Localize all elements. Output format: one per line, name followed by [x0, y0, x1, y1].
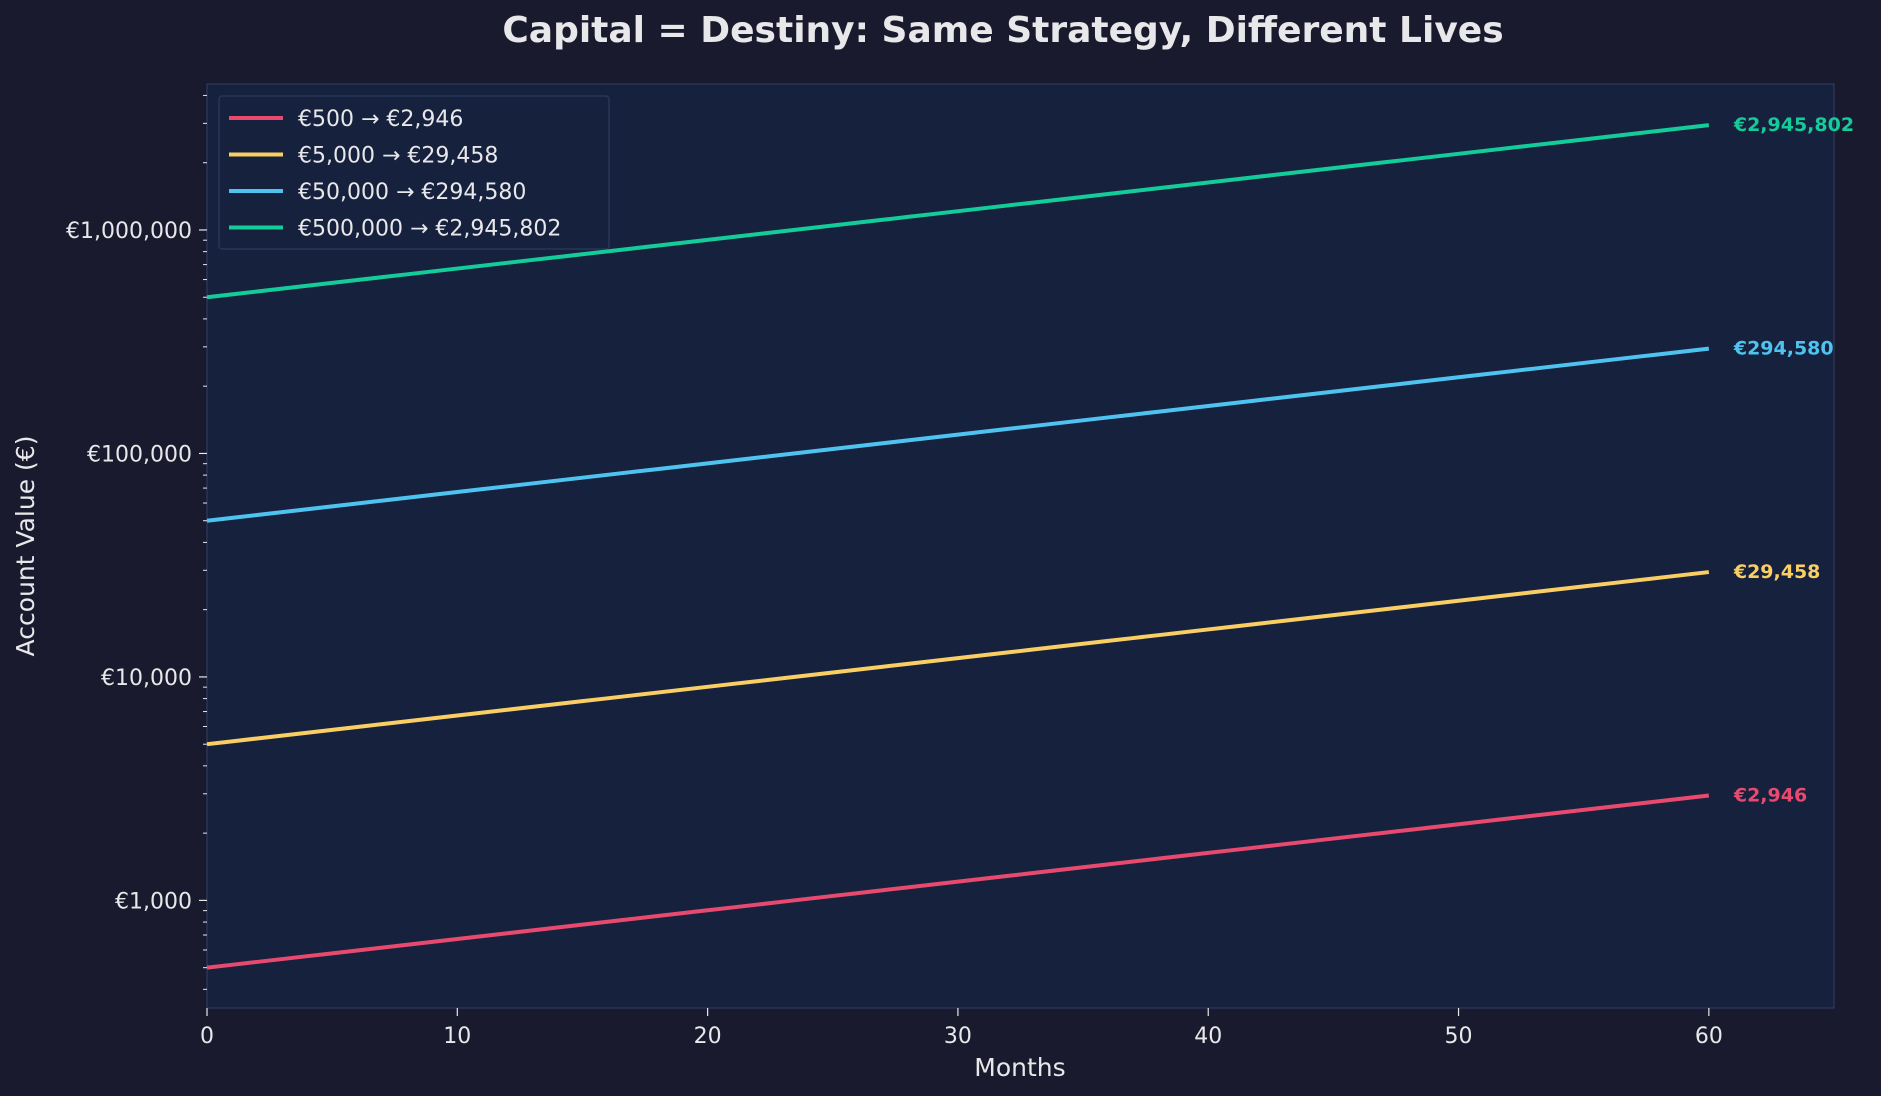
x-tick-label: 10	[443, 1024, 471, 1049]
series-lines	[206, 123, 1710, 970]
y-tick-label: €1,000,000	[66, 219, 192, 244]
x-tick-label: 20	[694, 1024, 722, 1049]
series-end-label: €29,458	[1733, 561, 1821, 583]
series-end-label: €2,946	[1733, 785, 1807, 807]
x-tick-label: 50	[1445, 1024, 1473, 1049]
series-end-label: €2,945,802	[1733, 114, 1854, 136]
series-line	[206, 793, 1710, 970]
x-tick-label: 0	[200, 1024, 214, 1049]
y-tick-label: €100,000	[87, 442, 192, 467]
y-axis: €1,000 €10,000 €100,000 €1,000,000	[66, 219, 207, 914]
legend-label: €500,000 → €2,945,802	[298, 217, 561, 242]
y-axis-minor-ticks	[203, 94, 207, 990]
series-end-label: €294,580	[1733, 338, 1834, 360]
series-line	[206, 346, 1710, 523]
legend: €500 → €2,946 €5,000 → €29,458 €50,000 → €…	[218, 95, 610, 250]
x-tick-label: 30	[944, 1024, 972, 1049]
x-axis-label: Months	[974, 1053, 1065, 1082]
y-axis-label: Account Value (€)	[11, 436, 40, 657]
series-line	[206, 123, 1710, 300]
legend-box	[218, 95, 610, 250]
end-labels: €2,946 €29,458 €294,580 €2,945,802	[1733, 114, 1854, 806]
y-tick-label: €1,000	[115, 889, 192, 914]
x-tick-label: 40	[1194, 1024, 1222, 1049]
legend-label: €500 → €2,946	[298, 107, 463, 132]
x-axis: 0 10 20 30 40 50 60	[200, 1008, 1723, 1049]
legend-label: €50,000 → €294,580	[298, 180, 526, 205]
series-line	[206, 570, 1710, 747]
x-tick-label: 60	[1695, 1024, 1723, 1049]
y-tick-label: €10,000	[101, 666, 192, 691]
legend-label: €5,000 → €29,458	[298, 144, 498, 169]
chart-title: Capital = Destiny: Same Strategy, Differ…	[502, 10, 1503, 51]
